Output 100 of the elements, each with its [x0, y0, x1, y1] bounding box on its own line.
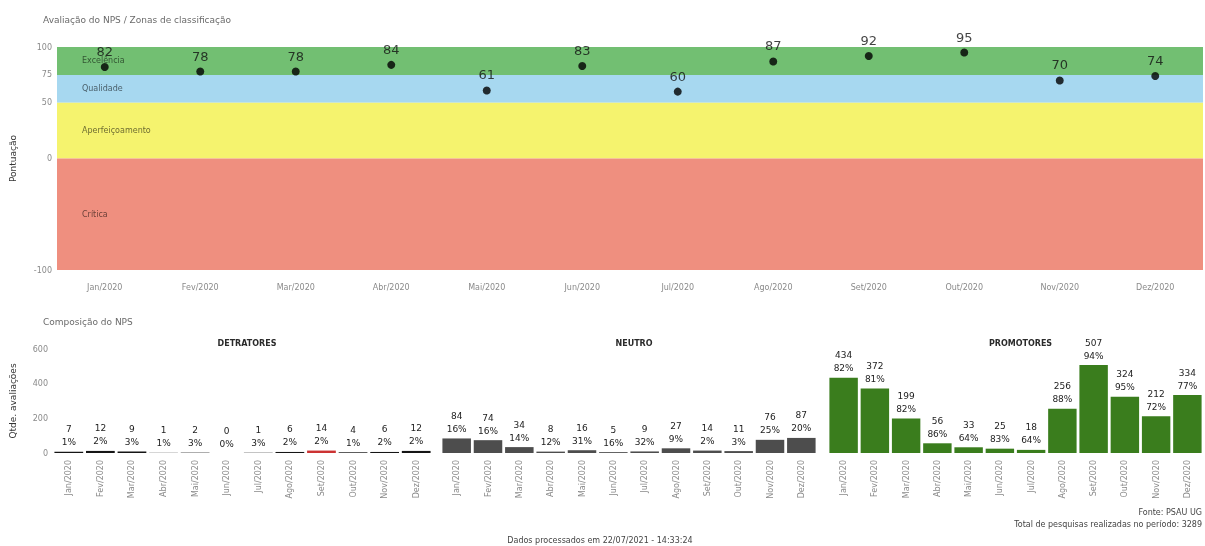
chart-title: Avaliação do NPS / Zonas de classificação: [43, 14, 232, 25]
x-tick-label: Set/2020: [316, 460, 326, 497]
text: Total de pesquisas realizadas no período: 3289: [1013, 519, 1202, 529]
band-label: Aperfeiçoamento: [82, 126, 151, 136]
chart-title: Composição do NPS: [43, 316, 134, 327]
data-label: 6 2%: [282, 424, 298, 448]
data-label: 25 83%: [989, 421, 1011, 445]
x-tick-label: Jan/2020: [452, 460, 462, 497]
y-tick-label: -100: [33, 265, 52, 275]
x-tick-label: Out/2020: [1120, 460, 1130, 498]
bar: [923, 443, 952, 453]
bar: [661, 448, 691, 453]
data-label: 12 2%: [93, 423, 108, 447]
chart-subtitle: NEUTRO: [615, 338, 653, 348]
data-label: 6 2%: [377, 424, 393, 448]
bar: [505, 447, 534, 453]
data-label: 334 77%: [1177, 367, 1198, 391]
source-note: Fonte: PSAU UG: [1138, 507, 1202, 517]
x-tick-label: Fev/2020: [870, 460, 880, 497]
x-tick-label: Jun/2020: [995, 460, 1005, 497]
x-tick-label: Abr/2020: [932, 460, 942, 497]
text: Dados processados em 22/07/2021 - 14:33:24: [507, 535, 693, 545]
data-label: 74: [1146, 52, 1164, 68]
x-tick-label: Jul/2020: [660, 282, 695, 292]
x-tick-label: Jul/2020: [640, 460, 650, 494]
data-label: 9 32%: [634, 423, 656, 447]
bar: [829, 377, 858, 453]
x-tick-label: Mar/2020: [276, 282, 315, 292]
x-tick-label: Fev/2020: [181, 282, 219, 292]
data-label: 95: [955, 29, 973, 45]
x-tick-label: Ago/2020: [754, 282, 793, 292]
data-label: 4 1%: [345, 424, 361, 448]
x-tick-label: Ago/2020: [285, 460, 295, 499]
data-label: 8 12%: [540, 424, 562, 448]
bar: [954, 447, 983, 453]
x-tick-label: Jul/2020: [253, 460, 263, 494]
y-tick-label: 200: [32, 413, 48, 423]
data-label: 507 94%: [1083, 337, 1105, 361]
point: [387, 60, 396, 69]
data-label: 56 86%: [927, 415, 948, 439]
x-tick-label: Nov/2020: [380, 460, 390, 499]
data-label: 434 82%: [833, 350, 855, 374]
x-tick-label: Nov/2020: [1040, 282, 1080, 292]
bar: [1079, 365, 1108, 453]
x-tick-label: Mai/2020: [964, 460, 974, 498]
bar: [473, 440, 503, 453]
bar: [787, 437, 816, 453]
point: [482, 86, 491, 95]
x-tick-label: Jul/2020: [1026, 460, 1036, 494]
band-label: Qualidade: [82, 84, 123, 94]
data-label: 34 14%: [509, 419, 530, 443]
y-axis-title: Qtde. avaliações: [7, 363, 18, 439]
y-tick-label: 75: [41, 70, 52, 80]
x-tick-label: Mar/2020: [901, 460, 911, 499]
x-tick-label: Mai/2020: [577, 460, 587, 498]
x-tick-label: Ago/2020: [671, 460, 681, 499]
x-tick-label: Abr/2020: [372, 282, 410, 292]
x-tick-label: Jan/2020: [86, 282, 123, 292]
x-tick-label: Out/2020: [348, 460, 358, 498]
bar: [1141, 416, 1171, 453]
data-label: 256 88%: [1052, 381, 1073, 405]
data-label: 14 2%: [700, 423, 715, 447]
y-tick-label: 400: [32, 379, 48, 389]
x-tick-label: Out/2020: [734, 460, 744, 498]
data-label: 76 25%: [759, 412, 781, 436]
bar: [1016, 449, 1046, 453]
bar: [755, 439, 785, 453]
x-tick-label: Fev/2020: [483, 460, 493, 497]
data-label: 11 3%: [731, 423, 747, 447]
x-tick-label: Dez/2020: [796, 460, 806, 499]
data-label: 84 16%: [446, 410, 468, 434]
data-label: 87 20%: [791, 410, 812, 434]
data-label: 12 2%: [409, 423, 424, 447]
y-tick-label: 600: [32, 344, 48, 354]
x-tick-label: Jun/2020: [608, 460, 618, 497]
data-label: 78: [191, 48, 209, 64]
x-tick-label: Mai/2020: [468, 282, 506, 292]
data-label: 5 16%: [603, 424, 624, 448]
x-tick-label: Ago/2020: [1057, 460, 1067, 499]
x-tick-label: Dez/2020: [1136, 282, 1175, 292]
data-label: 372 81%: [864, 361, 886, 385]
chart-subtitle: DETRATORES: [217, 338, 277, 348]
x-tick-label: Nov/2020: [765, 460, 775, 499]
x-tick-label: Jan/2020: [64, 460, 74, 497]
y-tick-label: 0: [42, 448, 48, 458]
bar: [442, 438, 471, 453]
data-label: 78: [287, 48, 305, 64]
x-tick-label: Jun/2020: [563, 282, 601, 292]
data-label: 83: [573, 42, 591, 58]
x-tick-label: Jun/2020: [222, 460, 232, 497]
point: [100, 63, 109, 72]
bar: [891, 418, 921, 453]
x-tick-label: Abr/2020: [546, 460, 556, 497]
bar: [860, 388, 890, 453]
bar: [1048, 408, 1077, 453]
data-label: 7 1%: [61, 424, 77, 448]
data-label: 33 64%: [958, 419, 980, 443]
chart-subtitle: PROMOTORES: [988, 338, 1053, 348]
y-tick-label: 0: [46, 154, 52, 163]
data-label: 9 3%: [124, 423, 140, 447]
